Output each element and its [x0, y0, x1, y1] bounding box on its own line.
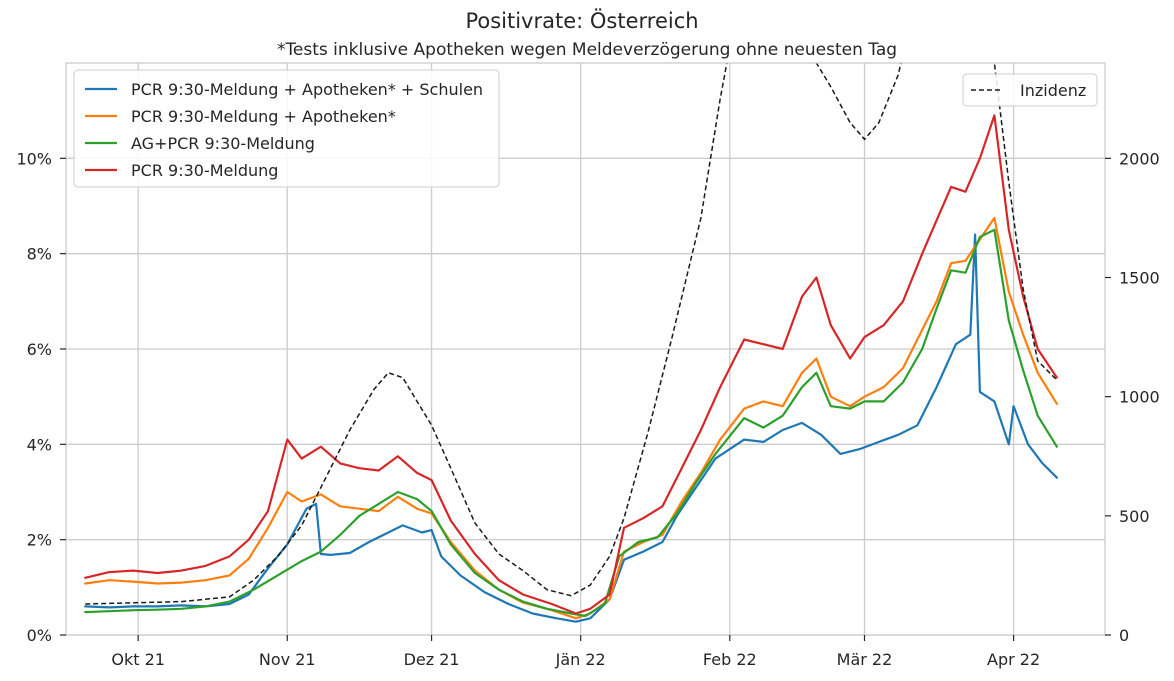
- legend-right: Inzidenz: [962, 73, 1098, 107]
- chart-title: Positivrate: Österreich: [465, 8, 698, 33]
- legend-right-frame: [962, 73, 1098, 107]
- y-right-tick-label: 500: [1119, 507, 1150, 526]
- grid-lines: [66, 63, 1105, 636]
- x-tick-label: Jän 22: [555, 650, 606, 669]
- series-line-4: [84, 114, 1058, 615]
- y-left-tick-label: 10%: [16, 149, 52, 168]
- x-tick-label: Apr 22: [987, 650, 1040, 669]
- y-right-tick-label: 1500: [1119, 269, 1160, 288]
- chart-subtitle: *Tests inklusive Apotheken wegen Meldeve…: [277, 40, 897, 60]
- axes: Okt 21 Nov 21 Dez 21 Jän 22 Feb 22 Mär 22 Apr …: [16, 149, 1159, 669]
- legend-label: PCR 9:30-Meldung + Apotheken*: [131, 107, 396, 126]
- y-left-tick-label: 0%: [27, 626, 52, 645]
- x-tick-label: Okt 21: [111, 650, 165, 669]
- x-tick-label: Mär 22: [837, 650, 893, 669]
- series-layer: [84, 63, 1058, 623]
- y-left-tick-label: 4%: [27, 435, 52, 454]
- series-line-1: [84, 233, 1058, 623]
- y-left-tick-label: 6%: [27, 340, 52, 359]
- legend-label: AG+PCR 9:30-Meldung: [131, 134, 315, 153]
- y-left-tick-label: 2%: [27, 531, 52, 550]
- x-tick-label: Nov 21: [259, 650, 316, 669]
- y-right-tick-label: 0: [1119, 626, 1129, 645]
- series-line-3: [84, 228, 1058, 617]
- x-tick-label: Feb 22: [703, 650, 757, 669]
- y-left-tick-label: 8%: [27, 245, 52, 264]
- legend-label: Inzidenz: [1020, 81, 1086, 100]
- legend-label: PCR 9:30-Meldung: [131, 161, 278, 180]
- y-right-tick-label: 2000: [1119, 149, 1160, 168]
- legend-left-frame: [73, 69, 500, 188]
- legend-label: PCR 9:30-Meldung + Apotheken* + Schulen: [131, 80, 483, 99]
- y-right-tick-label: 1000: [1119, 388, 1160, 407]
- legend-left: PCR 9:30-Meldung + Apotheken* + Schulen P…: [73, 69, 500, 188]
- x-tick-label: Dez 21: [404, 650, 460, 669]
- series-line-incidence: [85, 63, 1058, 605]
- series-line-2: [84, 216, 1058, 620]
